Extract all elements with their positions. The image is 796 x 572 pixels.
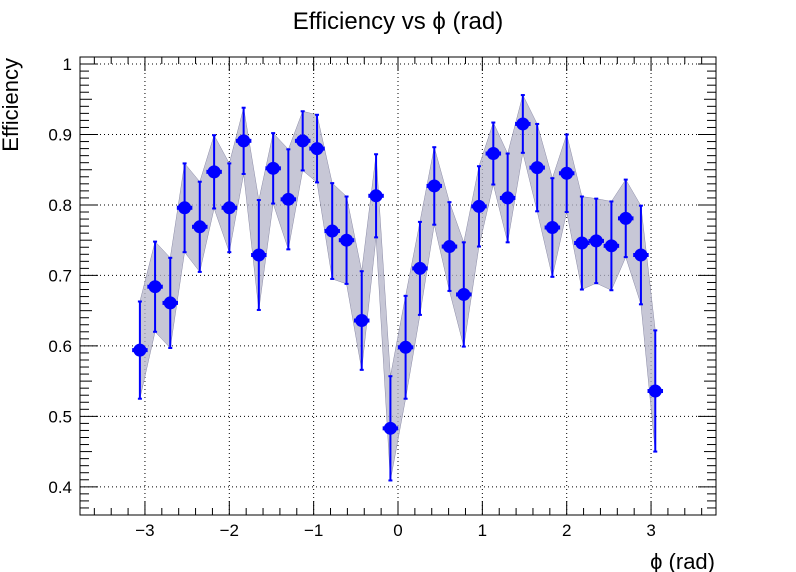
marker: [501, 191, 515, 205]
data-point: [235, 106, 252, 175]
marker: [296, 134, 310, 148]
x-tick-label: −1: [304, 521, 323, 540]
marker: [648, 384, 662, 398]
data-point: [456, 241, 472, 348]
data-point: [221, 162, 238, 254]
data-point: [515, 94, 531, 154]
y-tick-label: 0.6: [48, 337, 72, 356]
data-point: [412, 220, 428, 316]
data-point: [265, 132, 281, 205]
y-tick-label: 0.9: [48, 126, 72, 145]
data-point: [426, 146, 443, 226]
marker: [589, 234, 603, 248]
data-point: [294, 110, 311, 172]
data-point: [176, 162, 193, 254]
marker: [325, 224, 339, 238]
marker: [560, 166, 574, 180]
x-tick-label: 2: [562, 521, 571, 540]
marker: [252, 248, 266, 262]
x-tick-label: 1: [478, 521, 487, 540]
axis-ticks: [80, 56, 716, 516]
data-point: [192, 180, 208, 273]
data-point: [544, 177, 561, 278]
marker: [516, 117, 530, 131]
marker: [604, 239, 618, 253]
y-tick-label: 0.5: [48, 407, 72, 426]
data-point: [147, 240, 163, 333]
x-tick-label: −2: [220, 521, 239, 540]
data-point: [471, 165, 487, 248]
data-point: [588, 197, 604, 285]
marker: [266, 161, 280, 175]
data-point: [647, 329, 664, 453]
data-point: [206, 134, 222, 210]
x-tick-labels: −3 −2 −1 0 1 2 3: [135, 521, 656, 540]
chart-title: Efficiency vs ϕ (rad): [293, 8, 503, 35]
y-tick-label: 1: [63, 55, 72, 74]
data-point: [368, 153, 384, 239]
data-point: [324, 182, 340, 280]
data-point: [309, 113, 325, 184]
x-tick-label: 0: [393, 521, 402, 540]
y-axis-label: Efficiency: [0, 58, 23, 152]
data-points: [132, 94, 664, 482]
marker: [148, 280, 162, 294]
data-point: [132, 300, 148, 400]
marker: [310, 142, 324, 156]
marker: [163, 296, 177, 310]
marker: [193, 220, 207, 234]
y-tick-label: 0.8: [48, 196, 72, 215]
marker: [340, 233, 354, 247]
data-point: [162, 256, 179, 350]
data-point: [397, 294, 414, 400]
data-point: [441, 201, 458, 292]
marker: [178, 201, 192, 215]
data-point: [617, 178, 634, 259]
data-point: [382, 375, 399, 482]
marker: [355, 314, 369, 328]
marker: [222, 201, 236, 215]
y-tick-label: 0.4: [48, 478, 72, 497]
marker: [486, 147, 500, 161]
y-tick-labels: 0.4 0.5 0.6 0.7 0.8 0.9 1: [48, 55, 72, 497]
marker: [530, 161, 544, 175]
data-point: [499, 152, 516, 244]
data-point: [251, 199, 267, 311]
data-point: [633, 204, 649, 306]
marker: [634, 248, 648, 262]
marker: [237, 134, 251, 148]
data-point: [603, 200, 620, 292]
marker: [442, 240, 456, 254]
marker: [427, 179, 441, 193]
data-point: [280, 148, 297, 251]
marker: [545, 221, 559, 235]
marker: [457, 287, 471, 301]
x-tick-label: −3: [135, 521, 154, 540]
x-tick-label: 3: [646, 521, 655, 540]
marker: [575, 236, 589, 250]
marker: [413, 261, 427, 275]
marker: [472, 199, 486, 213]
marker: [619, 211, 633, 225]
data-point: [338, 195, 355, 285]
marker: [207, 165, 221, 179]
data-point: [558, 133, 575, 214]
y-tick-label: 0.7: [48, 266, 72, 285]
marker: [281, 192, 295, 206]
data-point: [529, 122, 545, 213]
data-point: [574, 195, 590, 291]
marker: [383, 421, 397, 435]
marker: [399, 340, 413, 354]
data-point: [485, 121, 502, 186]
data-point: [353, 270, 370, 371]
marker: [369, 189, 383, 203]
x-axis-label: ϕ (rad): [650, 549, 715, 572]
marker: [133, 343, 147, 357]
